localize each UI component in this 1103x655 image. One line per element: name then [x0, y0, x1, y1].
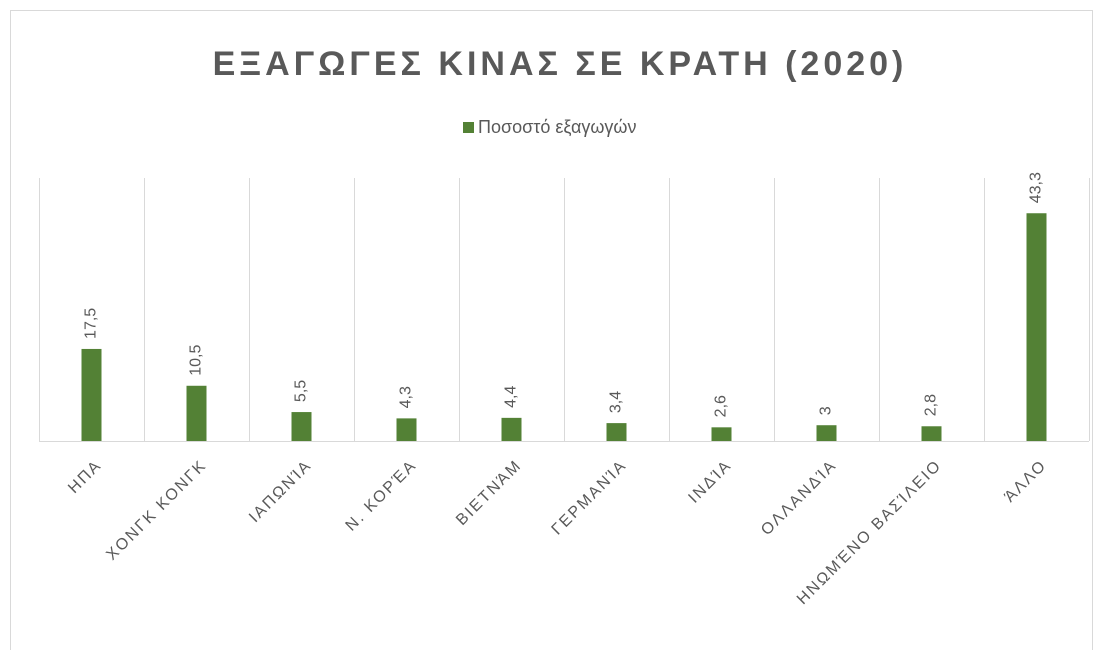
bar	[921, 426, 942, 441]
data-label: 3	[818, 406, 835, 415]
data-label: 2,8	[923, 394, 940, 416]
bar	[816, 425, 837, 441]
data-label: 4,4	[503, 386, 520, 408]
bar	[186, 385, 207, 441]
bar	[291, 412, 312, 441]
data-label: 5,5	[293, 380, 310, 402]
bar	[606, 423, 627, 441]
chart-title: ΕΞΑΓΩΓΕΣ ΚΙΝΑΣ ΣΕ ΚΡΑΤΗ (2020)	[213, 45, 908, 83]
data-label: 3,4	[608, 391, 625, 413]
data-label: 43,3	[1028, 172, 1045, 203]
bar	[396, 418, 417, 441]
bar	[81, 348, 102, 441]
data-label: 17,5	[83, 308, 100, 339]
bar	[711, 427, 732, 441]
bar	[1026, 213, 1047, 441]
data-label: 4,3	[398, 386, 415, 408]
legend-swatch	[463, 122, 474, 133]
chart-border	[10, 10, 1093, 651]
legend-label: Ποσοστό εξαγωγών	[478, 117, 636, 137]
bar	[501, 417, 522, 441]
data-label: 2,6	[713, 395, 730, 417]
data-label: 10,5	[188, 345, 205, 376]
